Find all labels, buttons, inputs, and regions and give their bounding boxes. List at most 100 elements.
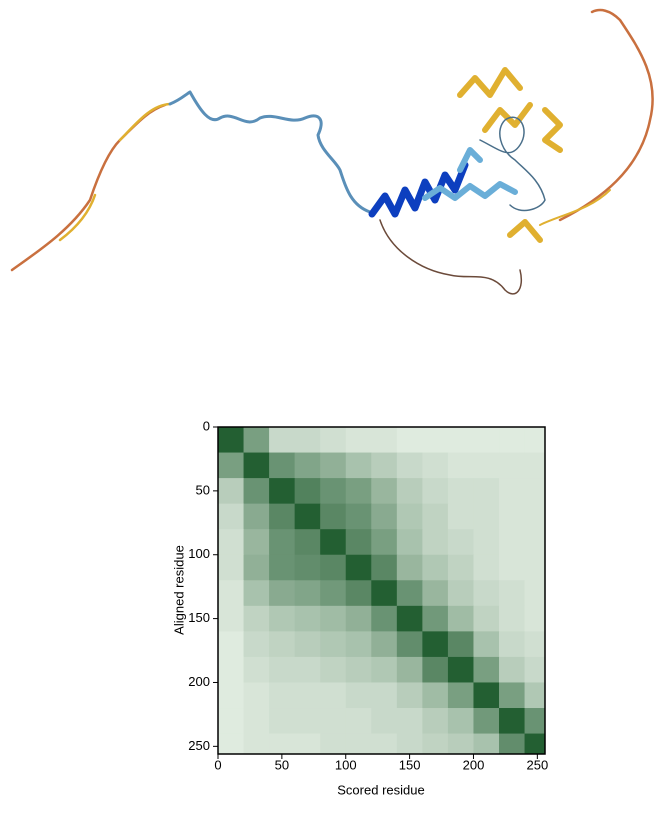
heatmap-cell: [396, 708, 423, 735]
heatmap-cell: [396, 503, 423, 530]
heatmap-cell: [499, 452, 526, 479]
x-tick-label: 200: [463, 757, 485, 772]
heatmap-cell: [499, 529, 526, 556]
heatmap-cell: [345, 682, 372, 709]
heatmap-cell: [269, 478, 296, 505]
heatmap-cell: [499, 733, 526, 755]
heatmap-cell: [396, 452, 423, 479]
heatmap-cell: [371, 427, 398, 454]
heatmap-cell: [294, 631, 321, 658]
heatmap-cell: [447, 452, 474, 479]
heatmap-cell: [422, 452, 449, 479]
heatmap-cell: [447, 554, 474, 581]
heatmap-cell: [524, 605, 546, 632]
heatmap-cell: [218, 580, 245, 607]
plot-frame: [217, 426, 546, 755]
heatmap-cell: [499, 478, 526, 505]
heatmap-cell: [524, 656, 546, 683]
heatmap-cell: [524, 529, 546, 556]
heatmap-cell: [422, 529, 449, 556]
heatmap-cell: [243, 708, 270, 735]
heatmap-cell: [320, 503, 347, 530]
heatmap-cell: [269, 605, 296, 632]
heatmap-cell: [218, 478, 245, 505]
heatmap-cell: [524, 733, 546, 755]
heatmap-cell: [371, 631, 398, 658]
heatmap-cell: [371, 503, 398, 530]
heatmap-cell: [422, 605, 449, 632]
heatmap-cell: [499, 427, 526, 454]
y-tick-label: 0: [203, 418, 210, 433]
heatmap-cell: [447, 708, 474, 735]
heatmap-cell: [473, 452, 500, 479]
heatmap-cell: [320, 631, 347, 658]
heatmap-cell: [269, 708, 296, 735]
y-tick-label: 50: [196, 482, 210, 497]
heatmap-cell: [294, 605, 321, 632]
heatmap-cell: [473, 478, 500, 505]
heatmap-cell: [218, 529, 245, 556]
heatmap-cell: [320, 682, 347, 709]
heatmap-cell: [320, 580, 347, 607]
heatmap-cell: [269, 554, 296, 581]
heatmap-cell: [396, 554, 423, 581]
y-tick-label: 150: [188, 610, 210, 625]
heatmap-cell: [243, 580, 270, 607]
heatmap-cell: [294, 682, 321, 709]
heatmap-cell: [371, 708, 398, 735]
heatmap-cell: [447, 631, 474, 658]
heatmap-cell: [243, 554, 270, 581]
heatmap-cell: [447, 478, 474, 505]
heatmap-cell: [371, 529, 398, 556]
heatmap-cell: [447, 682, 474, 709]
heatmap-cell: [499, 605, 526, 632]
x-tick-label: 0: [214, 757, 221, 772]
heatmap-cell: [269, 427, 296, 454]
heatmap-cell: [294, 503, 321, 530]
heatmap-cell: [243, 503, 270, 530]
heatmap-cell: [243, 478, 270, 505]
heatmap-cell: [243, 529, 270, 556]
heatmap-cell: [218, 503, 245, 530]
heatmap-cell: [371, 682, 398, 709]
heatmap-cell: [218, 708, 245, 735]
heatmap-cell: [269, 529, 296, 556]
heatmap-cell: [524, 478, 546, 505]
heatmap-cell: [473, 503, 500, 530]
heatmap-cell: [345, 733, 372, 755]
heatmap-cell: [345, 656, 372, 683]
heatmap-cell: [371, 605, 398, 632]
heatmap-cell: [294, 656, 321, 683]
heatmap-cell: [422, 708, 449, 735]
heatmap-cell: [243, 733, 270, 755]
heatmap-cell: [473, 605, 500, 632]
heatmap-cell: [269, 580, 296, 607]
heatmap-cell: [243, 605, 270, 632]
heatmap-cell: [269, 631, 296, 658]
heatmap-cell: [447, 605, 474, 632]
heatmap-cell: [422, 478, 449, 505]
heatmap-cell: [294, 478, 321, 505]
heatmap-cell: [447, 529, 474, 556]
heatmap-cell: [396, 656, 423, 683]
heatmap-cell: [243, 682, 270, 709]
heatmap-cell: [473, 529, 500, 556]
heatmap-cell: [396, 427, 423, 454]
heatmap-cell: [218, 631, 245, 658]
pae-heatmap: 0 50 100 150 200 250 0 50 100 150 200 250: [188, 418, 548, 772]
heatmap-cell: [499, 580, 526, 607]
heatmap-cell: [473, 682, 500, 709]
heatmap-cell: [320, 605, 347, 632]
heatmap-cell: [269, 656, 296, 683]
y-tick-label: 200: [188, 674, 210, 689]
heatmap-cell: [422, 733, 449, 755]
x-tick-label: 100: [335, 757, 357, 772]
heatmap-cell: [422, 554, 449, 581]
heatmap-cell: [320, 733, 347, 755]
heatmap-cell: [218, 656, 245, 683]
heatmap-cell: [499, 708, 526, 735]
heatmap-cell: [345, 452, 372, 479]
heatmap-cell: [345, 631, 372, 658]
